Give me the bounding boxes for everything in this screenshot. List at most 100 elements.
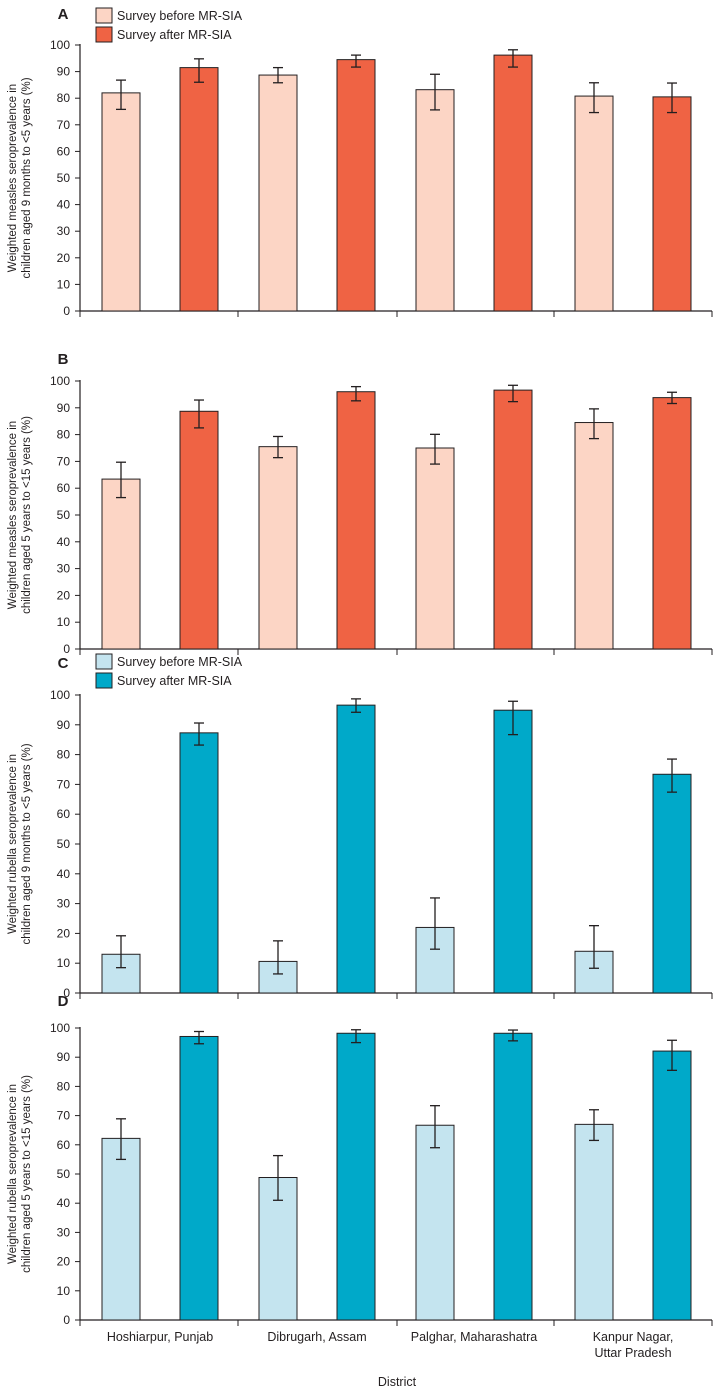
y-tick-label: 10 — [57, 277, 71, 291]
x-category-label: Dibrugarh, Assam — [267, 1330, 366, 1344]
bar-before — [101, 1137, 141, 1321]
legend-swatch — [95, 653, 113, 670]
bar-after — [652, 1050, 692, 1321]
y-tick-label: 60 — [57, 481, 71, 495]
y-tick-label: 50 — [57, 1167, 71, 1181]
bar-before — [415, 89, 455, 312]
y-axis-title-line: children aged 5 years to <15 years (%) — [21, 416, 33, 614]
y-axis-title: Weighted rubella seroprevalence in childr… — [7, 1075, 33, 1273]
y-tick-label: 100 — [50, 1021, 70, 1035]
y-tick-label: 60 — [57, 144, 71, 158]
x-category-label: Hoshiarpur, Punjab — [107, 1330, 213, 1344]
x-category-label: Palghar, Maharashatra — [411, 1330, 538, 1344]
y-tick-label: 80 — [57, 91, 71, 105]
y-tick-label: 40 — [57, 1196, 71, 1210]
y-tick-label: 50 — [57, 171, 71, 185]
y-axis-title-line: children aged 5 years to <15 years (%) — [21, 1075, 33, 1273]
y-axis-title-line: children aged 9 months to <5 years (%) — [21, 77, 33, 278]
bar-after — [652, 96, 692, 312]
bar-before — [574, 422, 614, 650]
y-tick-label: 70 — [57, 118, 71, 132]
panel-letter: C — [58, 655, 69, 672]
y-tick-label: 30 — [57, 897, 71, 911]
panel-letter: D — [58, 993, 69, 1010]
bar-after — [336, 391, 376, 650]
panel-letter: B — [58, 351, 69, 368]
y-tick-label: 20 — [57, 926, 71, 940]
bar-before — [574, 95, 614, 312]
bar-before — [101, 478, 141, 650]
y-tick-label: 70 — [57, 454, 71, 468]
bar-after — [179, 410, 219, 650]
y-tick-label: 30 — [57, 224, 71, 238]
bar-before — [415, 447, 455, 650]
legend-swatch — [95, 26, 113, 43]
panel-d: D Weighted rubella seroprevalence in child… — [7, 993, 713, 1360]
bar-after — [336, 59, 376, 312]
y-tick-label: 100 — [50, 374, 70, 388]
y-tick-label: 20 — [57, 251, 71, 265]
bar-before — [574, 1123, 614, 1321]
bar-before — [101, 92, 141, 312]
bar-after — [493, 54, 533, 312]
y-tick-label: 70 — [57, 1109, 71, 1123]
y-axis-title: Weighted measles seroprevalence in childr… — [7, 77, 33, 278]
y-tick-label: 100 — [50, 38, 70, 52]
x-axis-title: District — [378, 1375, 417, 1389]
legend-label: Survey before MR-SIA — [117, 9, 243, 23]
legend-label: Survey after MR-SIA — [117, 674, 232, 688]
y-tick-label: 0 — [63, 304, 70, 318]
y-tick-label: 70 — [57, 777, 71, 791]
panel-a: A Weighted measles seroprevalence in child… — [7, 6, 713, 318]
y-axis-title-line: children aged 9 months to <5 years (%) — [21, 743, 33, 944]
y-tick-label: 90 — [57, 718, 71, 732]
bar-after — [493, 709, 533, 994]
y-tick-label: 0 — [63, 986, 70, 1000]
y-tick-label: 50 — [57, 837, 71, 851]
y-tick-label: 60 — [57, 1138, 71, 1152]
bar-after — [652, 773, 692, 994]
bar-after — [652, 397, 692, 650]
y-tick-label: 80 — [57, 428, 71, 442]
y-tick-label: 40 — [57, 867, 71, 881]
y-tick-label: 60 — [57, 807, 71, 821]
y-tick-label: 20 — [57, 588, 71, 602]
y-tick-label: 40 — [57, 535, 71, 549]
y-axis-title-line: Weighted measles seroprevalence in — [7, 421, 19, 609]
y-tick-label: 20 — [57, 1255, 71, 1269]
bar-after — [179, 67, 219, 312]
y-tick-label: 10 — [57, 615, 71, 629]
y-tick-label: 90 — [57, 65, 71, 79]
y-tick-label: 0 — [63, 1313, 70, 1327]
y-tick-label: 10 — [57, 956, 71, 970]
bar-after — [336, 704, 376, 994]
legend-label: Survey before MR-SIA — [117, 655, 243, 669]
x-category-label: Kanpur Nagar, — [593, 1330, 674, 1344]
y-axis-title: Weighted rubella seroprevalence in childr… — [7, 743, 33, 944]
y-axis-title-line: Weighted rubella seroprevalence in — [7, 754, 19, 934]
legend-label: Survey after MR-SIA — [117, 28, 232, 42]
y-tick-label: 50 — [57, 508, 71, 522]
bar-after — [179, 732, 219, 994]
y-tick-label: 90 — [57, 1050, 71, 1064]
y-tick-label: 0 — [63, 642, 70, 656]
bar-before — [258, 446, 298, 650]
y-tick-label: 80 — [57, 1079, 71, 1093]
y-tick-label: 10 — [57, 1284, 71, 1298]
y-axis-title-line: Weighted measles seroprevalence in — [7, 84, 19, 272]
bar-after — [336, 1032, 376, 1321]
bar-after — [493, 1032, 533, 1321]
panel-c: C Weighted rubella seroprevalence in child… — [7, 653, 713, 1000]
y-tick-label: 30 — [57, 562, 71, 576]
bar-after — [493, 389, 533, 650]
y-tick-label: 40 — [57, 198, 71, 212]
y-axis-title-line: Weighted rubella seroprevalence in — [7, 1084, 19, 1264]
y-tick-label: 30 — [57, 1225, 71, 1239]
y-tick-label: 100 — [50, 688, 70, 702]
y-axis-title: Weighted measles seroprevalence in childr… — [7, 416, 33, 614]
bar-after — [179, 1035, 219, 1321]
panel-letter: A — [58, 6, 69, 23]
y-tick-label: 80 — [57, 748, 71, 762]
